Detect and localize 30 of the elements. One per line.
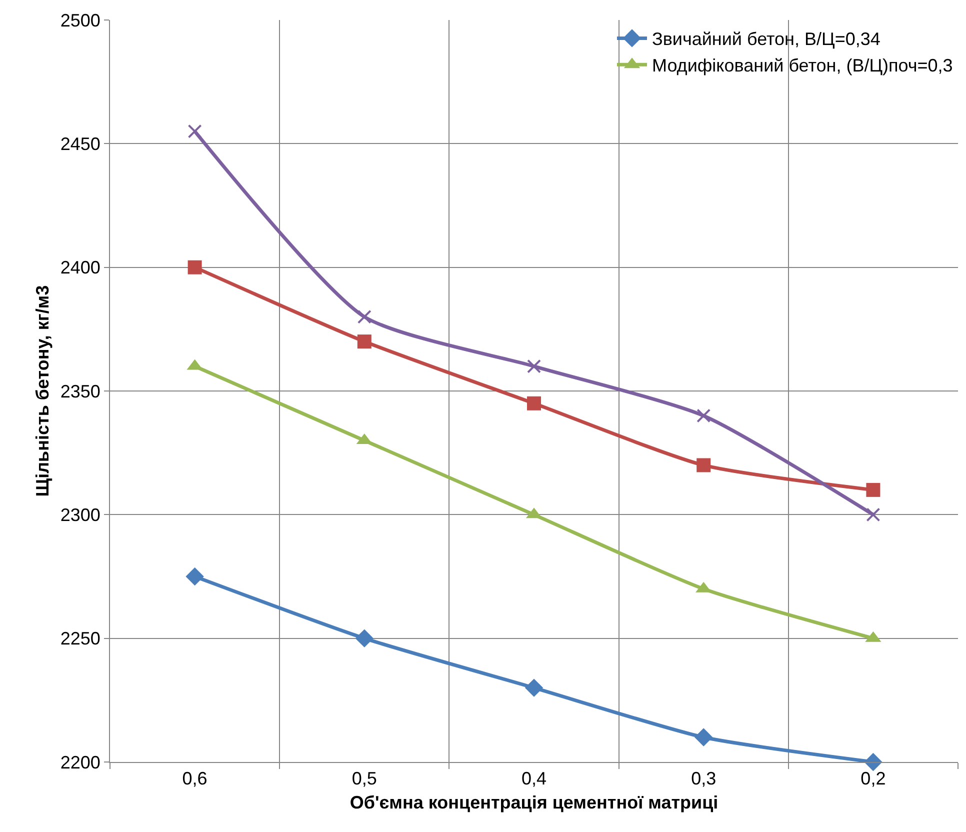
y-tick-label: 2350 [60, 381, 100, 402]
x-axis-title: Об'ємна концентрація цементної матриці [350, 792, 718, 813]
point [524, 678, 544, 697]
y-tick-label: 2450 [60, 134, 100, 154]
point [357, 310, 372, 324]
point [357, 334, 372, 349]
point [694, 728, 713, 746]
legend-label: Звичайний бетон, В/Ц=0,34 [652, 29, 880, 50]
point [866, 482, 880, 497]
x-tick-label: 0,6 [182, 768, 208, 789]
point [696, 458, 711, 472]
y-axis-title: Щільність бетону, кг/м3 [32, 285, 53, 497]
point [188, 124, 202, 138]
point [355, 629, 374, 648]
legend-label: Модифікований бетон, (В/Ц)поч=0,3 [652, 56, 953, 76]
y-tick-label: 2250 [60, 628, 100, 649]
point [527, 396, 541, 410]
point [527, 359, 541, 374]
x-tick-label: 0,4 [521, 768, 547, 789]
point [188, 260, 202, 274]
y-tick-label: 2500 [60, 10, 100, 30]
point [866, 508, 880, 522]
x-tick-label: 0,5 [352, 768, 377, 789]
point [696, 408, 711, 423]
y-tick-label: 2200 [60, 752, 100, 772]
point [186, 567, 204, 586]
y-tick-label: 2400 [60, 258, 100, 278]
x-tick-label: 0,3 [691, 768, 716, 789]
x-tick-label: 0,2 [860, 768, 886, 789]
y-tick-label: 2300 [60, 504, 100, 525]
